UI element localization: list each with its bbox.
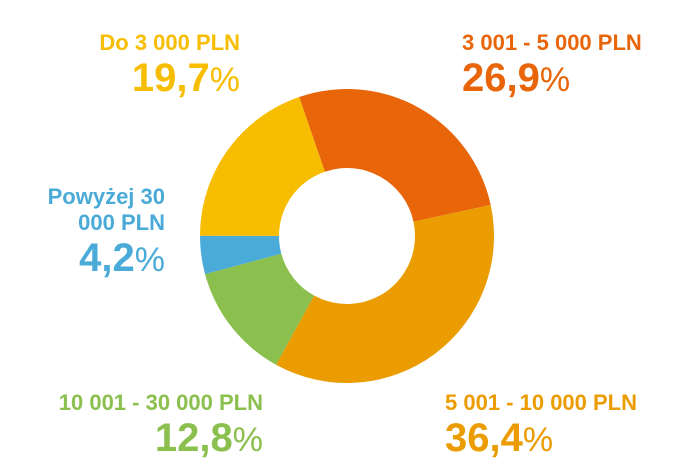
unit-label: % — [232, 421, 263, 459]
slice-label: Powyżej 30 000 PLN 4,2% — [5, 184, 165, 282]
unit-label: % — [539, 61, 571, 99]
donut-slice — [205, 253, 315, 365]
slice-label: 5 001 - 10 000 PLN 36,4% — [445, 390, 685, 462]
donut-slice — [276, 205, 494, 383]
donut-slice — [199, 235, 282, 275]
category-label: 5 001 - 10 000 PLN — [445, 390, 638, 415]
unit-label: % — [522, 421, 554, 459]
slice-label: Do 3 000 PLN 19,7% — [10, 30, 240, 102]
value-label: 26,9 — [462, 56, 540, 100]
value-label: 19,7 — [131, 56, 210, 100]
category-label: 3 001 - 5 000 PLN — [462, 30, 642, 55]
value-label: 12,8 — [154, 416, 233, 460]
value-row: 36,4% — [445, 416, 685, 462]
category-label: Do 3 000 PLN — [99, 30, 240, 55]
donut-slice — [200, 97, 325, 236]
value-row: 12,8% — [3, 416, 263, 462]
value-row: 26,9% — [462, 56, 688, 102]
donut-slice — [299, 89, 491, 222]
value-label: 4,2 — [79, 236, 135, 280]
unit-label: % — [209, 61, 240, 99]
value-row: 4,2% — [5, 236, 165, 282]
category-label: 10 001 - 30 000 PLN — [58, 390, 263, 415]
value-row: 19,7% — [10, 56, 240, 102]
slice-label: 3 001 - 5 000 PLN 26,9% — [462, 30, 688, 102]
slice-label: 10 001 - 30 000 PLN 12,8% — [3, 390, 263, 462]
category-label: Powyżej 30 000 PLN — [47, 184, 165, 235]
unit-label: % — [134, 241, 165, 279]
value-label: 36,4 — [445, 416, 523, 460]
